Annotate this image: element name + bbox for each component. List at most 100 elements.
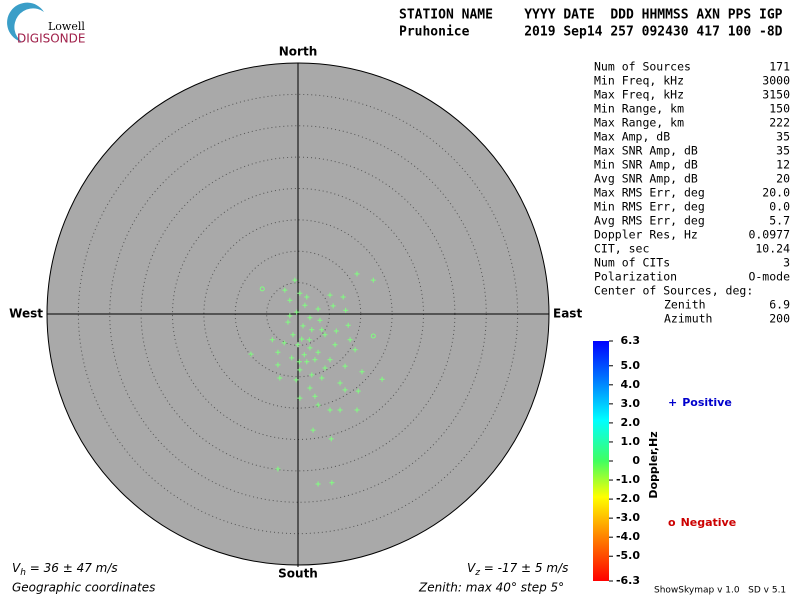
header-line: STATION NAME YYYY DATE DDD HHMMSS AXN PP… — [399, 8, 783, 23]
source-point — [275, 349, 281, 355]
colorbar-tick-label: 2.0 — [621, 416, 641, 429]
colorbar-tick-label: 4.0 — [621, 378, 641, 391]
source-point — [332, 342, 338, 348]
stat-label: Avg RMS Err, deg — [594, 214, 705, 228]
vz-sub: z — [474, 568, 480, 578]
source-point — [322, 365, 328, 371]
colorbar-label: Doppler,Hz — [647, 431, 660, 498]
source-point — [297, 367, 303, 373]
vz-symbol: V — [467, 561, 476, 575]
version: ShowSkymap v 1.0 SD v 5.1 — [654, 586, 786, 596]
zenith-label: Zenith: max 40° step 5° — [418, 581, 564, 595]
stat-label: Num of CITs — [594, 256, 670, 270]
source-point — [342, 363, 348, 369]
source-point — [293, 377, 299, 383]
source-point — [248, 351, 254, 357]
center-title: Center of Sources, deg: — [594, 284, 753, 298]
source-point — [304, 294, 310, 300]
source-point — [307, 315, 313, 321]
source-point — [309, 372, 315, 378]
source-point — [317, 317, 323, 323]
colorbar-tick-label: -2.0 — [616, 492, 640, 505]
vz-label: Vz = -17 ± 5 m/s — [467, 561, 568, 578]
source-point — [328, 436, 334, 442]
stat-label: Min RMS Err, deg — [594, 200, 705, 214]
source-point — [315, 481, 321, 487]
source-point — [289, 355, 295, 361]
source-point — [312, 357, 318, 363]
stat-label: Min SNR Amp, dB — [594, 158, 698, 172]
stat-value: 20.0 — [762, 186, 790, 200]
source-point — [295, 342, 301, 348]
source-point — [342, 387, 348, 393]
stat-label: Doppler Res, Hz — [594, 228, 698, 242]
source-point — [292, 277, 298, 283]
source-point — [300, 323, 306, 329]
source-point — [355, 388, 361, 394]
stat-value: 35 — [776, 144, 790, 158]
stat-value: 150 — [769, 102, 790, 116]
source-point — [287, 297, 293, 303]
center-value: 6.9 — [769, 298, 790, 312]
source-point — [330, 303, 336, 309]
source-point — [333, 328, 339, 334]
legend-text: Positive — [682, 396, 732, 409]
stats: Num of Sources 171 Min Freq, kHz 3000 Max Fr… — [594, 60, 790, 326]
source-point — [312, 393, 318, 399]
source-point — [306, 337, 312, 343]
vh-symbol: V — [12, 561, 21, 575]
stat-label: Max Amp, dB — [594, 130, 670, 144]
source-point — [290, 332, 296, 338]
vh-sub: h — [20, 568, 26, 578]
source-point — [285, 319, 291, 325]
stat-label: CIT, sec — [594, 242, 649, 256]
source-point — [319, 327, 325, 333]
source-point — [299, 336, 305, 342]
logo-top: Lowell — [48, 20, 85, 33]
stat-label: Max SNR Amp, dB — [594, 144, 698, 158]
stat-label: Min Range, km — [594, 102, 684, 116]
source-point — [370, 333, 376, 339]
source-point — [275, 362, 281, 368]
colorbar-tick-label: -4.0 — [616, 530, 640, 543]
vh-label: Vh = 36 ± 47 m/s — [12, 561, 118, 578]
colorbar — [593, 341, 609, 581]
coords-label: Geographic coordinates — [12, 581, 155, 595]
source-point — [370, 277, 376, 283]
source-point — [304, 359, 310, 365]
source-point — [337, 380, 343, 386]
source-point — [359, 369, 365, 375]
logo-bottom: DIGISONDE — [17, 32, 85, 46]
plot: North South West East — [9, 45, 582, 581]
colorbar-tick-label: -6.3 — [616, 574, 640, 587]
dir-label: East — [553, 307, 582, 321]
colorbar-tick-label: -3.0 — [616, 511, 640, 524]
stat-label: Max Range, km — [594, 116, 684, 130]
dir-label: West — [9, 307, 43, 321]
source-point — [301, 352, 307, 358]
stat-value: 3150 — [762, 88, 790, 102]
source-point — [302, 302, 308, 308]
source-point — [259, 286, 265, 292]
stat-value: O-mode — [748, 270, 790, 284]
stat-value: 35 — [776, 130, 790, 144]
source-point — [347, 337, 353, 343]
stat-label: Avg SNR Amp, dB — [594, 172, 698, 186]
source-point — [282, 287, 288, 293]
source-point — [287, 313, 293, 319]
stat-value: 3 — [783, 256, 790, 270]
legend-text: Negative — [681, 516, 737, 529]
source-point — [354, 407, 360, 413]
source-point — [322, 332, 328, 338]
legend-marker: o — [668, 516, 676, 529]
source-point — [352, 347, 358, 353]
source-point — [319, 375, 325, 381]
colorbar-tick-label: 6.3 — [621, 334, 641, 347]
source-point — [329, 480, 335, 486]
source-point — [294, 309, 300, 315]
source-point — [340, 294, 346, 300]
source-point — [379, 376, 385, 382]
center-label: Azimuth — [664, 312, 712, 326]
source-point — [277, 375, 283, 381]
